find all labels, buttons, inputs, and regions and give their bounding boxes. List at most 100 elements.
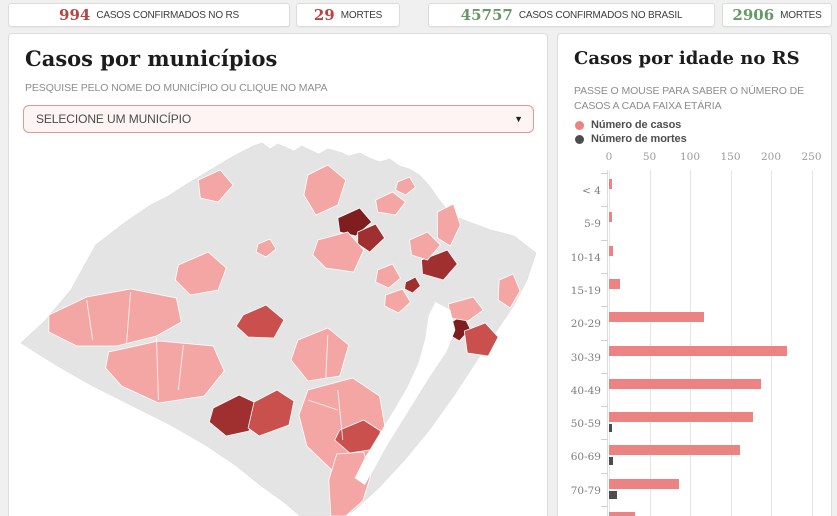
stat-card-mortes-rs: 29 MORTES <box>296 3 400 27</box>
bar-deaths-60-69[interactable] <box>609 457 614 466</box>
band-tick-8 <box>601 439 608 441</box>
bar-cases-40-49[interactable] <box>609 378 762 389</box>
stat-label-casos-rs: CASOS CONFIRMADOS NO RS <box>96 9 239 21</box>
bar-deaths-50-59[interactable] <box>609 424 612 433</box>
bar-cases-15-19[interactable] <box>609 278 621 289</box>
band-tick-1 <box>601 206 608 208</box>
municipality-region-26[interactable] <box>395 176 417 196</box>
band-tick-6 <box>601 372 608 374</box>
age-chart-panel: Casos por idade no RS PASSE O MOUSE PARA… <box>557 33 832 516</box>
municipality-region-12[interactable] <box>290 327 350 382</box>
bar-cases-< 4[interactable] <box>609 179 613 189</box>
band-tick-5 <box>601 339 608 341</box>
bar-cases-70-79[interactable] <box>609 478 680 489</box>
chevron-down-icon: ▼ <box>514 114 523 124</box>
municipalities-panel-subtitle: PESQUISE PELO NOME DO MUNICÍPIO OU CLIQU… <box>25 82 328 94</box>
municipality-border-1 <box>126 291 131 344</box>
bar-cases-20-29[interactable] <box>609 312 704 323</box>
municipality-region-24[interactable] <box>409 231 441 261</box>
municipality-region-14[interactable] <box>208 394 255 437</box>
band-tick-4 <box>601 306 608 308</box>
x-tick-150: 150 <box>720 151 741 163</box>
legend-item-0: Número de casos <box>575 118 687 132</box>
municipality-region-0[interactable] <box>197 169 234 203</box>
x-tick-100: 100 <box>679 151 701 163</box>
stat-card-casos-rs: 994 CASOS CONFIRMADOS NO RS <box>8 3 290 27</box>
age-bar-chart: 0 50 100 150 200 250 < 4 5-9 10-14 15-19 20-29 30-3… <box>558 34 831 516</box>
legend-item-1: Número de mortes <box>575 132 687 146</box>
municipality-region-21[interactable] <box>497 273 521 309</box>
municipality-region-5[interactable] <box>375 191 407 216</box>
bar-cases-30-39[interactable] <box>609 345 788 356</box>
bar-cases-10-14[interactable] <box>609 245 614 256</box>
municipality-region-10[interactable] <box>48 288 182 347</box>
band-tick-0 <box>601 173 608 174</box>
bar-deaths-70-79[interactable] <box>609 490 618 499</box>
municipality-region-22[interactable] <box>375 263 402 289</box>
grid-line-250 <box>811 170 813 516</box>
municipality-region-4[interactable] <box>312 231 365 273</box>
age-chart-panel-subtitle: PASSE O MOUSE PARA SABER O NÚMERO DE CAS… <box>574 85 804 113</box>
stat-card-casos-brasil: 45757 CASOS CONFIRMADOS NO BRASIL <box>428 3 715 27</box>
municipality-region-25[interactable] <box>404 276 421 294</box>
municipality-region-1[interactable] <box>303 164 347 216</box>
legend-dot-icon <box>575 120 584 130</box>
municipality-region-19[interactable] <box>463 322 499 357</box>
stat-label-mortes-rs: MORTES <box>340 9 383 21</box>
municipality-region-7[interactable] <box>421 249 458 281</box>
category-label-8: 60-69 <box>570 451 601 464</box>
band-tick-9 <box>601 472 608 474</box>
legend-label: Número de casos <box>591 119 682 131</box>
municipality-select-value: SELECIONE UM MUNICÍPIO <box>36 112 192 126</box>
stat-value-mortes-brasil: 2906 <box>732 6 775 24</box>
municipality-region-23[interactable] <box>384 288 412 314</box>
band-tick-3 <box>601 272 608 274</box>
category-label-0: < 4 <box>582 185 601 197</box>
legend-dot-icon <box>575 134 584 144</box>
category-label-3: 15-19 <box>570 284 601 297</box>
category-label-6: 40-49 <box>570 384 601 397</box>
municipalities-panel-title: Casos por municípios <box>25 46 278 71</box>
municipalities-panel: Casos por municípios PESQUISE PELO NOME … <box>8 33 548 516</box>
legend-label: Número de mortes <box>591 133 687 145</box>
municipality-region-9[interactable] <box>235 304 285 339</box>
bar-cases-60-69[interactable] <box>609 445 741 456</box>
grid-line-150 <box>730 170 732 516</box>
chart-legend: Número de casos Número de mortes <box>575 118 687 146</box>
category-label-9: 70-79 <box>570 484 601 497</box>
municipality-border-0 <box>86 299 94 341</box>
stat-label-casos-brasil: CASOS CONFIRMADOS NO BRASIL <box>518 9 683 21</box>
category-label-5: 30-39 <box>570 351 601 364</box>
municipality-region-11[interactable] <box>105 340 225 404</box>
municipality-border-4 <box>325 334 329 379</box>
y-axis-line <box>607 170 608 516</box>
bar-cases-5-9[interactable] <box>609 212 613 223</box>
stat-label-mortes-brasil: MORTES <box>780 9 822 21</box>
municipality-region-6[interactable] <box>437 203 461 247</box>
stat-value-casos-rs: 994 <box>59 6 91 24</box>
bar-cases-row10[interactable] <box>609 512 635 516</box>
municipality-region-27[interactable] <box>255 238 277 258</box>
municipality-border-3 <box>177 344 184 391</box>
stat-card-mortes-brasil: 2906 MORTES <box>722 3 832 27</box>
x-tick-50: 50 <box>642 151 657 163</box>
stat-value-casos-brasil: 45757 <box>460 6 513 24</box>
municipality-region-3[interactable] <box>357 223 386 253</box>
grid-line-200 <box>771 170 772 516</box>
municipality-region-15[interactable] <box>247 389 295 437</box>
municipality-border-2 <box>156 337 159 401</box>
band-tick-10 <box>601 506 608 507</box>
category-label-4: 20-29 <box>570 318 601 331</box>
municipality-border-6 <box>307 399 338 411</box>
rs-choropleth-map[interactable] <box>9 140 547 516</box>
municipality-region-8[interactable] <box>174 251 227 296</box>
age-chart-panel-title: Casos por idade no RS <box>574 48 800 69</box>
grid-line-100 <box>690 170 691 516</box>
category-label-7: 50-59 <box>570 418 601 431</box>
grid-line-50 <box>649 170 651 516</box>
bar-cases-50-59[interactable] <box>609 412 754 423</box>
stat-value-mortes-rs: 29 <box>313 6 335 24</box>
municipality-select[interactable]: SELECIONE UM MUNICÍPIO ▼ <box>23 105 534 133</box>
x-tick-0: 0 <box>605 151 613 163</box>
